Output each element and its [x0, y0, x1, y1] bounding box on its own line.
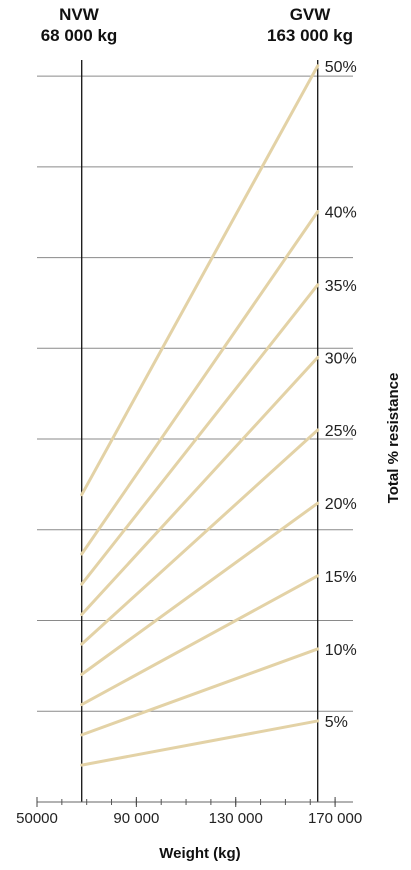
x-axis-title: Weight (kg) [159, 845, 240, 862]
series-label: 35% [325, 278, 357, 295]
series-label: 10% [325, 642, 357, 659]
gvw-title: GVW [289, 5, 331, 24]
x-tick-label: 50000 [16, 810, 58, 827]
resistance-lines [80, 64, 320, 767]
gvw-header: GVW 163 000 kg [240, 4, 380, 46]
series-line [80, 64, 320, 497]
gridlines [37, 75, 353, 712]
series-line [80, 355, 320, 616]
x-axis: 50000 90 000 130 000 170 000 [16, 797, 362, 827]
nvw-value: 68 000 kg [40, 26, 118, 45]
y-axis-title: Total % resistance [385, 373, 402, 504]
x-tick-label: 90 000 [113, 810, 159, 827]
series-line [80, 647, 320, 737]
series-line [80, 428, 320, 646]
x-tick-label: 130 000 [209, 810, 263, 827]
series-line [80, 283, 320, 586]
series-line [80, 574, 320, 707]
series-label: 5% [325, 714, 348, 731]
series-line [80, 210, 320, 556]
series-label: 20% [325, 496, 357, 513]
series-label: 15% [325, 569, 357, 586]
series-label: 50% [325, 59, 357, 76]
x-tick-label: 170 000 [308, 810, 362, 827]
nvw-header: NVW 68 000 kg [14, 4, 144, 46]
series-label: 40% [325, 205, 357, 222]
series-line [80, 719, 320, 767]
series-line [80, 501, 320, 676]
nvw-title: NVW [59, 5, 99, 24]
series-label: 30% [325, 350, 357, 367]
series-label: 25% [325, 423, 357, 440]
gvw-value: 163 000 kg [266, 26, 353, 45]
resistance-labels: 5% 10% 15% 20% 25% 30% 35% 40% 50% [325, 59, 357, 731]
